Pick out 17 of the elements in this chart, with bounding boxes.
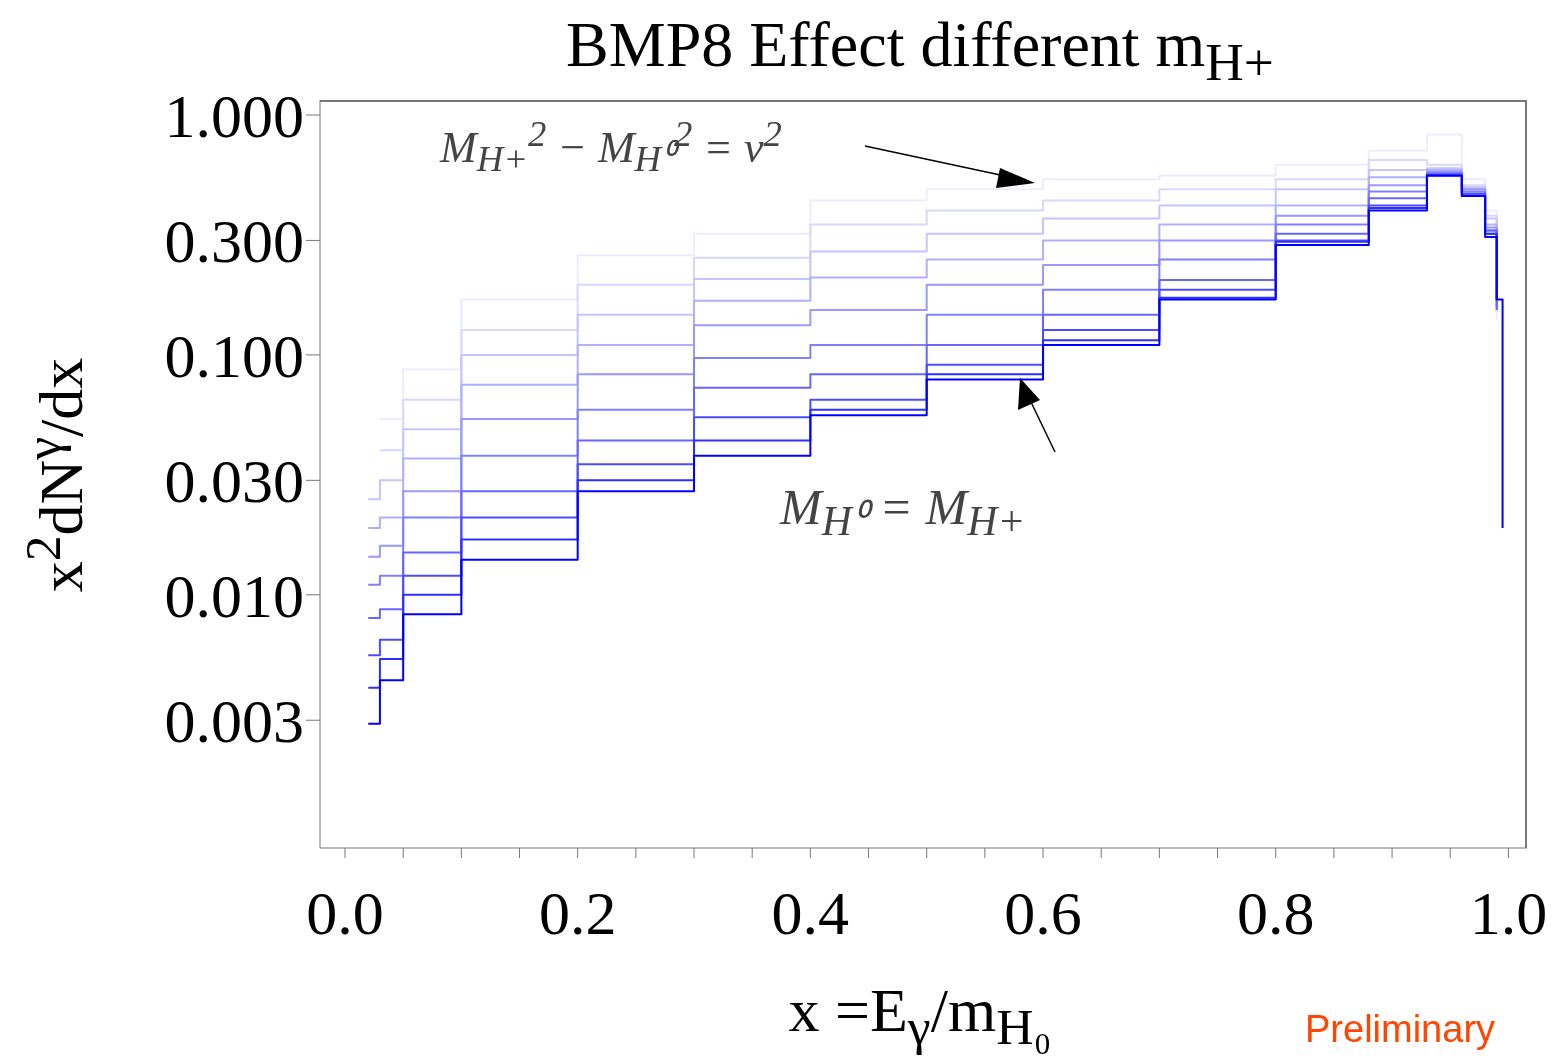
y-tick-label: 0.300 [164,207,304,276]
y-tick-label: 0.010 [164,561,304,630]
annotation: M$_{H⁰}$ = M$_{H+}$ [780,478,1026,546]
y-tick-label: 0.030 [164,447,304,516]
x-tick-label: 1.0 [1469,879,1548,948]
y-tick-label: 0.003 [164,687,304,756]
x-tick-label: 0.8 [1236,879,1315,948]
y-tick-label: 0.100 [164,321,304,390]
x-axis-title: x =E$_{γ}$/m$_{H₀}$ [788,976,1052,1056]
x-tick-label: 0.0 [306,879,384,948]
annotation: M$_{H+}$$^{2}$ − M$_{H⁰}$$^{2}$ = v$^{2}$ [440,112,782,182]
text: Preliminary [1305,1008,1496,1051]
y-tick-label: 1.000 [164,82,304,151]
x-tick-label: 0.2 [538,879,617,948]
chart-title: BMP8 Effect different m$_{H+}$ [566,9,1274,92]
x-tick-label: 0.6 [1004,879,1082,948]
x-tick-label: 0.4 [771,879,850,948]
